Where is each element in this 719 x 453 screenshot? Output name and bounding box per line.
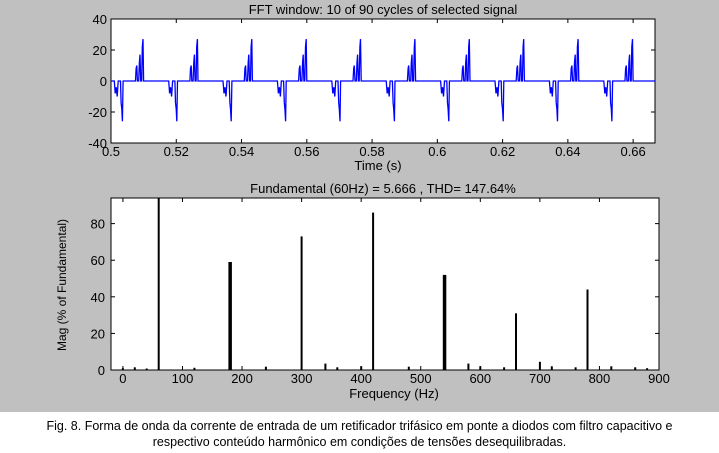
fft-bar [300, 236, 303, 370]
fft-spectrum-chart: Fundamental (60Hz) = 5.666 , THD= 147.64… [55, 181, 670, 401]
fft-bar [157, 198, 160, 370]
time-x-tick-label: 0.52 [164, 144, 189, 159]
fft-x-tick-label: 300 [291, 371, 313, 386]
fft-bar [228, 262, 232, 370]
fft-y-tick-label: 0 [98, 363, 105, 378]
fft-x-tick-label: 600 [469, 371, 491, 386]
fft-bars [121, 198, 649, 370]
time-y-tick-label: -40 [88, 136, 107, 151]
time-x-tick-label: 0.6 [428, 144, 446, 159]
fft-bar [360, 366, 363, 370]
fft-bar [407, 366, 410, 370]
time-x-tick-label: 0.5 [102, 144, 120, 159]
fft-bar [372, 212, 375, 370]
figure-window: FFT window: 10 of 90 cycles of selected … [0, 0, 719, 412]
fft-bar [574, 367, 577, 370]
time-y-tick-label: 40 [93, 12, 107, 27]
fft-y-tick-label: 40 [91, 290, 105, 305]
fft-bar [324, 363, 327, 370]
fft-x-tick-label: 500 [410, 371, 432, 386]
time-x-ticks: 0.5 0.52 0.54 0.56 0.58 0.6 0.62 0.64 0.66 [102, 19, 646, 159]
fft-bar [550, 366, 553, 370]
fft-bar [610, 366, 613, 370]
fft-y-ticks: 0 20 40 60 80 [91, 217, 659, 378]
fft-axes-box [110, 197, 660, 371]
time-chart-title: FFT window: 10 of 90 cycles of selected … [249, 2, 518, 17]
fft-y-tick-label: 60 [91, 253, 105, 268]
fft-bar [634, 367, 637, 370]
fft-bar [264, 366, 267, 370]
fft-x-tick-label: 700 [529, 371, 551, 386]
time-signal-chart: FFT window: 10 of 90 cycles of selected … [88, 2, 656, 173]
fft-y-axis-label: Mag (% of Fundamental) [55, 219, 69, 351]
fft-bar [121, 368, 124, 370]
figure-caption: Fig. 8. Forma de onda da corrente de ent… [0, 418, 719, 450]
fft-y-tick-label: 20 [91, 326, 105, 341]
time-x-axis-label: Time (s) [354, 158, 401, 173]
fft-x-tick-label: 200 [231, 371, 253, 386]
fft-y-tick-label: 80 [91, 217, 105, 232]
time-x-tick-label: 0.56 [294, 144, 319, 159]
fft-x-tick-label: 0 [119, 371, 126, 386]
fft-bar [145, 368, 148, 370]
chart-svg: FFT window: 10 of 90 cycles of selected … [55, 2, 670, 401]
time-x-tick-label: 0.58 [359, 144, 384, 159]
fft-x-tick-label: 100 [172, 371, 194, 386]
fft-bar [515, 313, 517, 370]
fft-bar [442, 274, 447, 370]
fft-x-ticks: 0 100 200 300 400 500 600 700 800 900 [119, 198, 670, 386]
fft-x-axis-label: Frequency (Hz) [349, 386, 439, 401]
fft-bar [503, 367, 506, 370]
fft-bar [586, 289, 589, 370]
time-y-tick-label: -20 [88, 105, 107, 120]
fft-bar [538, 361, 541, 370]
fft-bar [646, 368, 649, 370]
fft-bar [479, 366, 482, 370]
fft-bar [193, 367, 196, 370]
caption-line-1: Fig. 8. Forma de onda da corrente de ent… [46, 419, 673, 433]
fft-x-tick-label: 800 [589, 371, 611, 386]
fft-bar [467, 363, 470, 370]
time-x-tick-label: 0.54 [229, 144, 254, 159]
time-signal-line [111, 39, 655, 122]
time-y-tick-label: 0 [100, 74, 107, 89]
time-y-tick-label: 20 [93, 43, 107, 58]
fft-x-tick-label: 900 [648, 371, 670, 386]
time-x-tick-label: 0.64 [555, 144, 580, 159]
fft-bar [336, 367, 339, 370]
time-x-tick-label: 0.62 [490, 144, 515, 159]
caption-line-2: respectivo conteúdo harmônico em condiçõ… [152, 435, 567, 449]
fft-x-tick-label: 400 [350, 371, 372, 386]
fft-bar [133, 367, 136, 370]
time-x-tick-label: 0.66 [620, 144, 645, 159]
fft-chart-title: Fundamental (60Hz) = 5.666 , THD= 147.64… [250, 181, 516, 196]
